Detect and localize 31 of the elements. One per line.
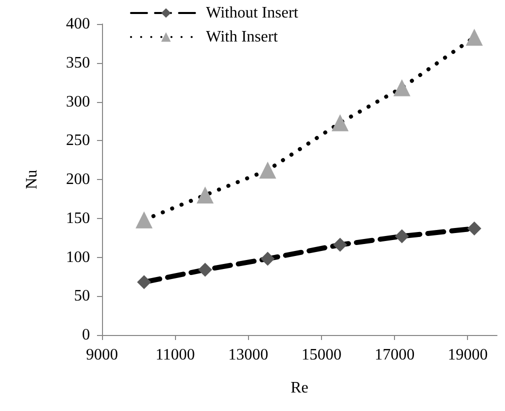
x-axis-title: Re (290, 380, 308, 396)
legend-label: With Insert (206, 28, 278, 46)
x-tick-label: 17000 (374, 346, 415, 364)
point (136, 211, 153, 228)
legend-label: Without Insert (206, 4, 299, 22)
y-tick-label: 250 (66, 132, 90, 150)
point (198, 262, 212, 277)
x-tick-label: 11000 (155, 346, 195, 364)
x-tick-label: 13000 (228, 346, 268, 364)
point (393, 79, 410, 96)
point (333, 238, 348, 252)
y-tick-label: 50 (74, 288, 90, 305)
point (332, 114, 349, 132)
point (196, 186, 214, 204)
y-tick-label: 300 (66, 93, 90, 110)
y-axis-title: Nu (24, 170, 40, 190)
y-tick-label: 200 (66, 171, 90, 188)
y-tick-label: 100 (66, 248, 90, 266)
y-tick-label: 350 (66, 54, 90, 72)
y-tick-label: 400 (66, 16, 90, 32)
point (466, 28, 483, 46)
point (260, 252, 275, 266)
point (259, 162, 276, 179)
point (394, 229, 409, 244)
y-tick-label: 0 (82, 326, 90, 344)
y-tick-label: 150 (66, 210, 90, 227)
x-tick-label: 9000 (86, 346, 118, 364)
point (137, 275, 152, 290)
x-tick-label: 15000 (301, 346, 342, 364)
x-tick-label: 19000 (448, 346, 488, 364)
point (467, 221, 482, 236)
